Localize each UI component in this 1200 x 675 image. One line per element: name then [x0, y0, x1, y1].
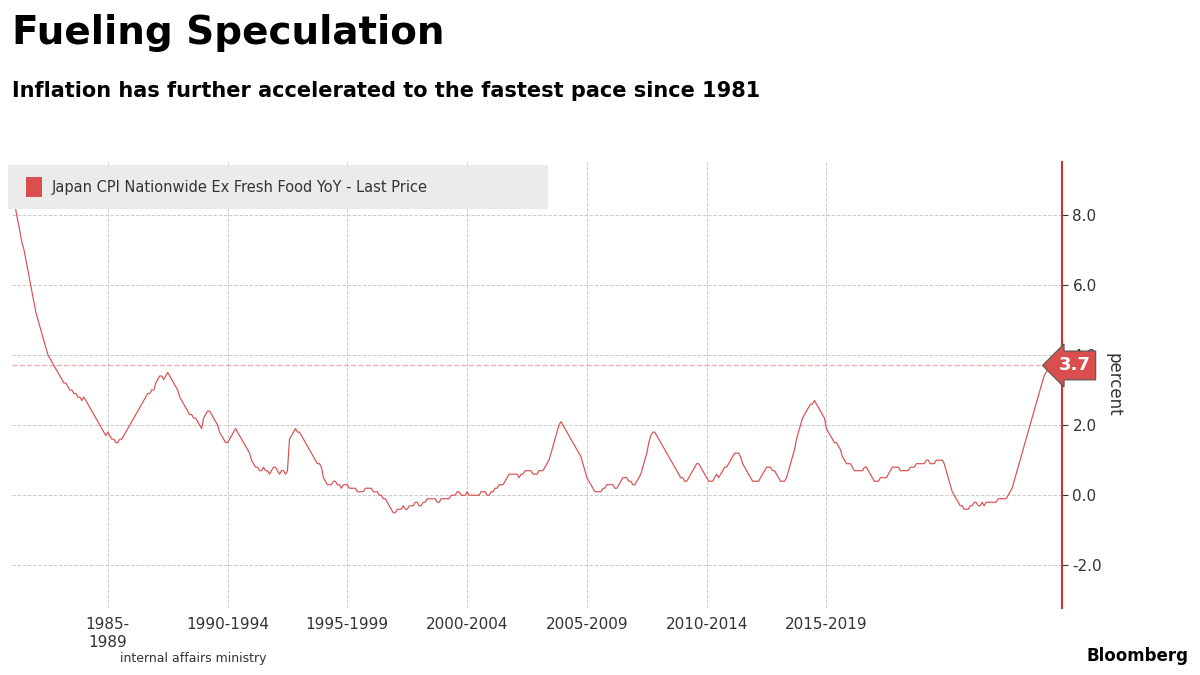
Text: Fueling Speculation: Fueling Speculation — [12, 14, 444, 51]
Text: 3.7: 3.7 — [1058, 356, 1091, 375]
Text: Bloomberg: Bloomberg — [1086, 647, 1188, 665]
Text: internal affairs ministry: internal affairs ministry — [120, 652, 266, 665]
Y-axis label: percent: percent — [1105, 353, 1123, 416]
Text: Inflation has further accelerated to the fastest pace since 1981: Inflation has further accelerated to the… — [12, 81, 761, 101]
Text: Japan CPI Nationwide Ex Fresh Food YoY - Last Price: Japan CPI Nationwide Ex Fresh Food YoY -… — [52, 180, 427, 195]
